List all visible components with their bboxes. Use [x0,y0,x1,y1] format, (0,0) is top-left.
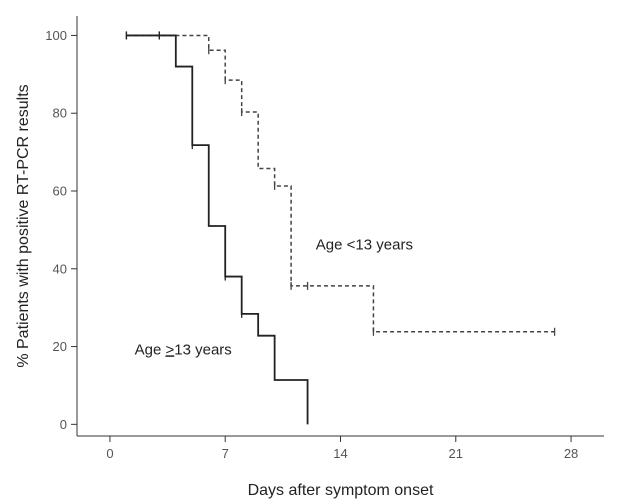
axes [76,16,604,437]
y-tick-label: 80 [53,106,67,121]
y-tick-label: 60 [53,184,67,199]
y-tick-label: 40 [53,261,67,276]
annotations: Age <13 years Age >13 years [135,236,413,358]
y-tick-label: 20 [53,339,67,354]
x-tick-label: 7 [222,446,229,461]
series-label-age-under-13: Age <13 years [316,236,413,253]
annot-1-suffix: 13 years [174,341,232,358]
x-tick-label: 28 [564,446,578,461]
y-tick-label: 100 [45,28,67,43]
km-curve-0 [126,34,555,333]
annot-1-prefix: Age [135,341,166,358]
y-ticks: 0 20 40 60 80 100 [45,28,77,432]
km-curve-1 [126,34,309,425]
series-layer [125,31,556,425]
x-ticks: 0 7 14 21 28 [106,436,578,461]
series-label-age-over-13: Age >13 years [135,341,232,358]
x-tick-label: 14 [333,446,347,461]
y-tick-label: 0 [60,417,67,432]
y-axis-title: % Patients with positive RT-PCR results [15,84,32,367]
x-tick-label: 21 [449,446,463,461]
x-tick-label: 0 [106,446,113,461]
annot-1-emph: > [166,341,175,358]
x-axis-title: Days after symptom onset [248,482,434,499]
